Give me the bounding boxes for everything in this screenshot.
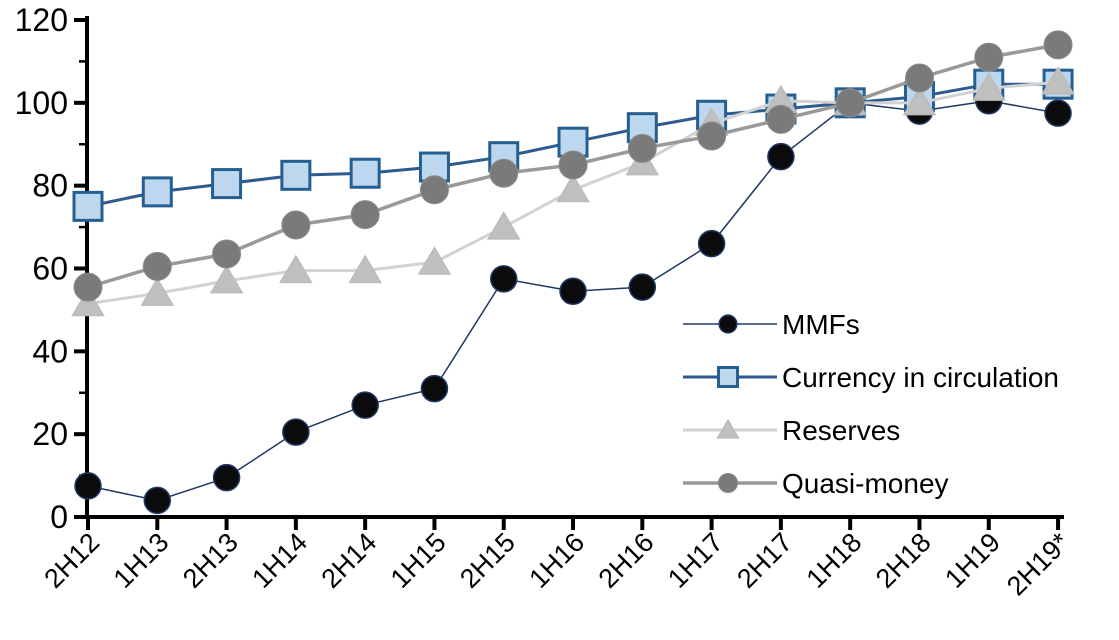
legend-label-reserves: Reserves bbox=[782, 415, 900, 446]
x-tick-label: 1H18 bbox=[801, 527, 868, 594]
marker-currency-in-circulation bbox=[349, 157, 381, 189]
legend-marker-currency-in-circulation bbox=[716, 365, 740, 389]
x-tick-label: 2H15 bbox=[454, 527, 521, 594]
marker-currency-in-circulation bbox=[280, 159, 312, 191]
legend-label-quasi-money: Quasi-money bbox=[782, 468, 949, 499]
legend-marker-reserves bbox=[716, 418, 740, 439]
x-tick-label: 1H16 bbox=[523, 527, 590, 594]
marker-reserves bbox=[279, 254, 313, 284]
marker-reserves bbox=[140, 277, 175, 306]
marker-mmfs bbox=[74, 472, 102, 500]
marker-reserves bbox=[486, 211, 521, 240]
x-tick-label: 1H13 bbox=[108, 527, 175, 594]
marker-quasi-money bbox=[974, 42, 1004, 72]
marker-reserves bbox=[348, 254, 382, 284]
marker-mmfs bbox=[212, 463, 241, 492]
marker-quasi-money bbox=[419, 175, 449, 205]
series-quasi-money bbox=[73, 30, 1073, 302]
x-tick-label: 1H17 bbox=[662, 527, 729, 594]
marker-mmfs bbox=[420, 374, 449, 403]
marker-reserves bbox=[556, 173, 590, 203]
marker-mmfs bbox=[628, 273, 657, 301]
marker-mmfs bbox=[697, 229, 726, 258]
y-tick-label: 100 bbox=[15, 85, 68, 121]
x-tick-label: 1H15 bbox=[385, 527, 452, 594]
marker-mmfs bbox=[143, 486, 172, 515]
x-tick-label: 2H16 bbox=[593, 527, 660, 594]
y-tick-label: 80 bbox=[32, 168, 68, 204]
x-tick-label: 2H13 bbox=[177, 527, 244, 594]
x-tick-label: 2H17 bbox=[731, 527, 798, 594]
y-tick-label: 20 bbox=[32, 416, 68, 452]
y-tick-label: 120 bbox=[15, 2, 68, 38]
marker-mmfs bbox=[282, 418, 310, 446]
x-tick-label: 1H14 bbox=[246, 527, 313, 594]
y-tick-label: 40 bbox=[32, 333, 68, 369]
marker-quasi-money bbox=[835, 88, 865, 118]
marker-reserves bbox=[1041, 66, 1075, 95]
x-tick-label: 1H19 bbox=[939, 527, 1006, 594]
legend-label-mmfs: MMFs bbox=[782, 309, 860, 340]
x-tick-label: 2H19* bbox=[1001, 527, 1076, 602]
marker-quasi-money bbox=[904, 63, 934, 93]
marker-reserves bbox=[209, 264, 244, 294]
x-tick-label: 2H12 bbox=[38, 527, 105, 594]
marker-reserves bbox=[971, 72, 1006, 101]
marker-quasi-money bbox=[1043, 30, 1073, 60]
marker-currency-in-circulation bbox=[141, 176, 173, 208]
marker-mmfs bbox=[489, 265, 518, 293]
marker-currency-in-circulation bbox=[72, 190, 104, 222]
legend-label-currency-in-circulation: Currency in circulation bbox=[782, 362, 1059, 393]
x-tick-label: 2H14 bbox=[316, 527, 383, 594]
y-tick-label: 0 bbox=[50, 499, 68, 535]
y-tick-label: 60 bbox=[32, 250, 68, 286]
legend-item-reserves: Reserves bbox=[683, 415, 900, 446]
legend-marker-quasi-money bbox=[717, 472, 739, 494]
legend-marker-mmfs bbox=[718, 314, 738, 334]
marker-quasi-money bbox=[73, 272, 103, 302]
marker-reserves bbox=[417, 246, 452, 275]
marker-reserves bbox=[902, 86, 937, 116]
marker-reserves bbox=[71, 287, 105, 317]
marker-mmfs bbox=[767, 142, 795, 171]
marker-quasi-money bbox=[558, 150, 588, 180]
marker-quasi-money bbox=[212, 239, 242, 269]
marker-quasi-money bbox=[350, 200, 380, 230]
marker-quasi-money bbox=[281, 210, 311, 240]
marker-mmfs bbox=[351, 391, 379, 419]
marker-quasi-money bbox=[766, 104, 796, 134]
marker-mmfs bbox=[559, 277, 587, 306]
legend: MMFs Currency in circulation Reserves Quasi… bbox=[683, 309, 1059, 499]
marker-quasi-money bbox=[627, 133, 657, 163]
marker-quasi-money bbox=[697, 121, 727, 151]
legend-item-quasi-money: Quasi-money bbox=[683, 468, 949, 499]
legend-item-mmfs: MMFs bbox=[683, 309, 860, 340]
marker-quasi-money bbox=[142, 251, 172, 281]
marker-quasi-money bbox=[489, 158, 519, 188]
x-tick-label: 2H18 bbox=[870, 527, 937, 594]
marker-mmfs bbox=[1044, 99, 1072, 127]
marker-currency-in-circulation bbox=[211, 168, 243, 200]
legend-item-currency-in-circulation: Currency in circulation bbox=[683, 362, 1059, 393]
